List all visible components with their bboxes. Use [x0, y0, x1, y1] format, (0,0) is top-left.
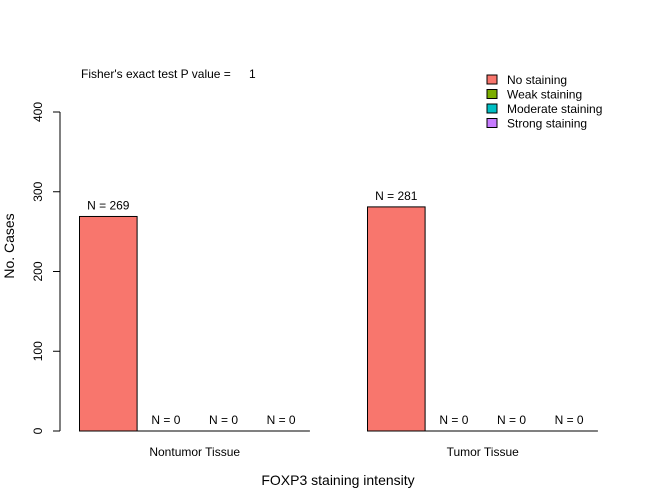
x-axis: Nontumor Tissue Tumor Tissue [79, 430, 598, 459]
bar-tumor-tissue-no-staining [367, 206, 426, 432]
bars [79, 206, 426, 432]
legend-swatch-weak-staining [486, 89, 498, 99]
y-tick-label: 300 [31, 181, 45, 201]
legend-swatch-moderate-staining [486, 103, 498, 114]
bar-label: N = 0 [151, 413, 180, 427]
bar-label: N = 0 [555, 413, 584, 427]
legend-swatch-strong-staining [486, 118, 498, 128]
bar-label: N = 0 [497, 413, 526, 427]
legend-swatch-no-staining [486, 74, 498, 85]
annotation-value: 1 [249, 67, 256, 81]
bar-label: N = 0 [267, 413, 296, 427]
y-axis: 0 100 200 300 400 [31, 102, 61, 434]
bar-label: N = 269 [87, 198, 130, 212]
annotation-label: Fisher's exact test P value = [81, 67, 231, 81]
fisher-test-annotation: Fisher's exact test P value = 1 [81, 67, 256, 81]
bar-nontumor-tissue-no-staining [79, 215, 138, 432]
bar-label: N = 281 [375, 189, 418, 203]
y-tick-label: 100 [31, 341, 45, 361]
bar-label: N = 0 [439, 413, 468, 427]
legend-label-moderate-staining: Moderate staining [507, 102, 602, 116]
legend-label-strong-staining: Strong staining [507, 117, 587, 131]
y-axis-title: No. Cases [1, 213, 17, 278]
group-label-nontumor-tissue: Nontumor Tissue [149, 445, 240, 459]
bar-label: N = 0 [209, 413, 238, 427]
y-tick-label: 400 [31, 102, 45, 122]
legend-label-no-staining: No staining [507, 73, 567, 87]
bar-labels: N = 269 N = 0 N = 0 N = 0 N = 281 N = 0 N = 0 N… [87, 189, 584, 427]
y-tick-label: 200 [31, 261, 45, 281]
legend-label-weak-staining: Weak staining [507, 88, 582, 102]
x-axis-title: FOXP3 staining intensity [261, 472, 414, 488]
y-tick-label: 0 [31, 427, 45, 434]
group-label-tumor-tissue: Tumor Tissue [447, 445, 520, 459]
